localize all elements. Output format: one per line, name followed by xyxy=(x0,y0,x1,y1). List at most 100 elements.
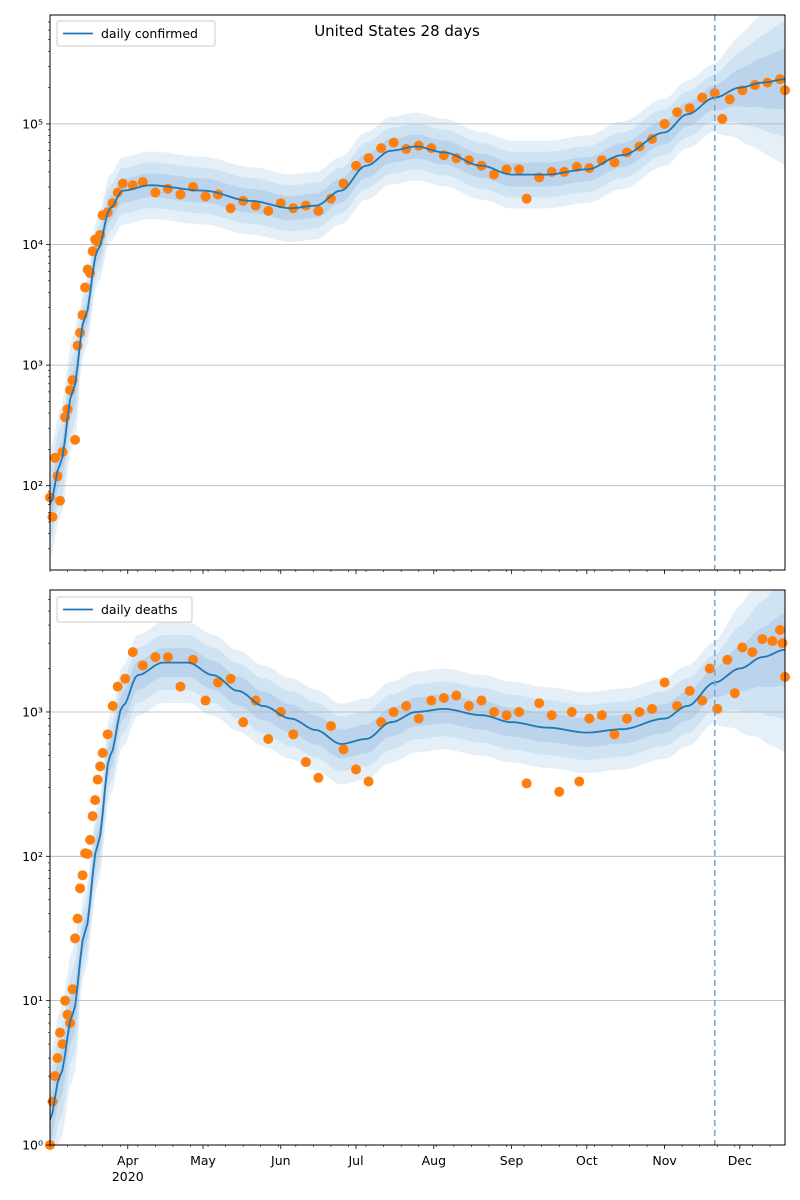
deaths-observed-point xyxy=(87,811,98,822)
deaths-observed-point xyxy=(363,776,374,787)
deaths-observed-point xyxy=(57,1039,68,1050)
deaths-observed-point xyxy=(621,713,632,724)
deaths-observed-point xyxy=(514,706,525,717)
confirmed-observed-point xyxy=(388,137,399,148)
deaths-x-tick-sublabel: 2020 xyxy=(112,1169,144,1184)
deaths-x-tick-label: Aug xyxy=(422,1153,446,1168)
deaths-observed-point xyxy=(609,729,620,740)
confirmed-observed-point xyxy=(709,88,720,99)
deaths-observed-point xyxy=(757,634,768,645)
deaths-observed-point xyxy=(566,706,577,717)
deaths-y-tick-label: 10² xyxy=(22,849,43,864)
deaths-observed-point xyxy=(388,706,399,717)
deaths-observed-point xyxy=(338,744,349,755)
deaths-x-tick-label: Apr xyxy=(117,1153,139,1168)
confirmed-legend-label: daily confirmed xyxy=(101,26,198,41)
confirmed-uncertainty-bands xyxy=(50,15,785,559)
confirmed-observed-point xyxy=(609,157,620,168)
chart-title: United States 28 days xyxy=(314,22,480,40)
confirmed-y-axis: 10² 10³ 10⁴ 10⁵ xyxy=(22,21,50,550)
deaths-observed-point xyxy=(162,652,173,663)
deaths-observed-point xyxy=(225,673,236,684)
confirmed-observed-point xyxy=(175,189,186,200)
confirmed-legend: daily confirmed xyxy=(56,20,216,47)
deaths-x-tick-label: Jul xyxy=(347,1153,363,1168)
deaths-x-tick-label: Sep xyxy=(500,1153,524,1168)
deaths-observed-point xyxy=(546,710,557,721)
deaths-uncertainty-bands xyxy=(50,590,785,1145)
deaths-observed-point xyxy=(596,710,607,721)
deaths-observed-point xyxy=(712,703,723,714)
deaths-y-tick-label: 10⁰ xyxy=(22,1138,43,1153)
deaths-observed-point xyxy=(401,701,412,712)
deaths-observed-point xyxy=(325,720,336,731)
confirmed-y-tick-label: 10⁴ xyxy=(22,237,43,252)
confirmed-y-tick-label: 10³ xyxy=(22,358,43,373)
confirmed-observed-point xyxy=(50,452,61,463)
deaths-observed-point xyxy=(697,695,708,706)
confirmed-observed-point xyxy=(200,191,211,202)
confirmed-legend-box xyxy=(56,20,216,47)
confirmed-observed-point xyxy=(363,153,374,164)
deaths-observed-point xyxy=(426,695,437,706)
deaths-observed-point xyxy=(574,776,585,787)
confirmed-observed-point xyxy=(672,107,683,118)
confirmed-observed-point xyxy=(514,164,525,175)
deaths-y-axis: 10⁰ 10¹ 10² 10³ xyxy=(22,599,50,1153)
confirmed-observed-point xyxy=(47,512,58,523)
deaths-observed-point xyxy=(288,729,299,740)
confirmed-observed-point xyxy=(684,103,695,114)
deaths-observed-point xyxy=(200,695,211,706)
deaths-x-tick-label: Nov xyxy=(652,1153,677,1168)
confirmed-observed-point xyxy=(413,140,424,151)
deaths-x-tick-label: Dec xyxy=(728,1153,752,1168)
deaths-observed-point xyxy=(767,636,778,647)
deaths-observed-points xyxy=(45,624,790,1150)
deaths-observed-point xyxy=(60,995,71,1006)
deaths-observed-point xyxy=(747,647,758,658)
deaths-observed-point xyxy=(82,848,93,859)
deaths-observed-point xyxy=(263,733,274,744)
deaths-observed-point xyxy=(95,761,106,772)
confirmed-observed-point xyxy=(150,187,161,198)
deaths-observed-point xyxy=(521,778,532,789)
confirmed-observed-point xyxy=(584,163,595,174)
confirmed-observed-point xyxy=(697,92,708,103)
confirmed-observed-point xyxy=(80,282,91,293)
confirmed-observed-point xyxy=(162,183,173,194)
deaths-observed-point xyxy=(584,713,595,724)
deaths-observed-point xyxy=(313,772,324,783)
deaths-observed-point xyxy=(351,764,362,775)
confirmed-x-axis xyxy=(49,570,771,574)
confirmed-observed-point xyxy=(489,169,500,180)
deaths-observed-point xyxy=(55,1027,66,1038)
deaths-observed-point xyxy=(300,757,311,768)
deaths-observed-point xyxy=(75,883,86,894)
deaths-observed-point xyxy=(112,681,123,692)
deaths-y-tick-label: 10¹ xyxy=(22,993,43,1008)
confirmed-observed-point xyxy=(62,404,73,415)
confirmed-observed-point xyxy=(55,495,66,506)
deaths-x-tick-label: Oct xyxy=(576,1153,598,1168)
deaths-observed-point xyxy=(534,698,545,709)
confirmed-band-1 xyxy=(50,20,785,542)
confirmed-observed-point xyxy=(717,113,728,124)
deaths-observed-point xyxy=(70,933,81,944)
deaths-observed-point xyxy=(90,795,101,806)
deaths-observed-point xyxy=(67,984,78,995)
deaths-observed-point xyxy=(777,638,788,649)
deaths-observed-point xyxy=(463,701,474,712)
confirmed-observed-point xyxy=(52,471,63,482)
confirmed-observed-point xyxy=(117,178,128,189)
deaths-observed-point xyxy=(774,624,785,635)
deaths-x-tick-label: Jun xyxy=(270,1153,291,1168)
deaths-observed-point xyxy=(275,706,286,717)
confirmed-observed-point xyxy=(75,327,86,338)
deaths-observed-point xyxy=(438,692,449,703)
deaths-observed-point xyxy=(250,695,261,706)
confirmed-observed-point xyxy=(70,434,81,445)
deaths-observed-point xyxy=(722,654,733,665)
deaths-observed-point xyxy=(554,786,565,797)
deaths-observed-point xyxy=(476,695,487,706)
